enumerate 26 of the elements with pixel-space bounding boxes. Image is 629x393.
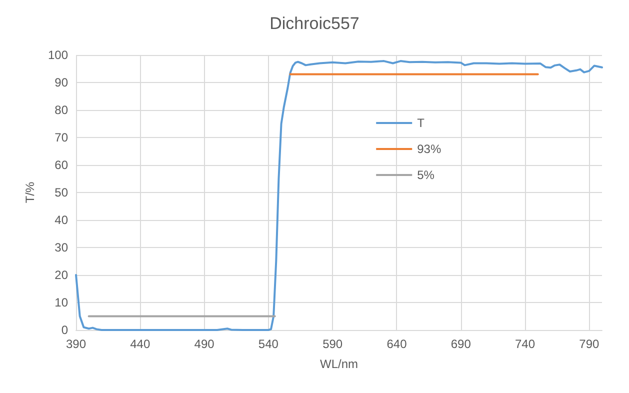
x-tick-label: 740 — [515, 337, 536, 351]
y-tick-label: 40 — [54, 213, 68, 227]
x-tick-label: 490 — [194, 337, 215, 351]
y-tick-label: 0 — [61, 323, 68, 337]
y-tick-label: 30 — [54, 240, 68, 254]
x-tick-label: 790 — [579, 337, 600, 351]
y-tick-label: 70 — [54, 130, 68, 144]
x-tick-label: 640 — [386, 337, 408, 351]
y-tick-label: 50 — [54, 186, 68, 200]
y-tick-label: 10 — [54, 296, 68, 310]
x-tick-label: 590 — [322, 337, 343, 351]
x-tick-label: 540 — [258, 337, 279, 351]
y-tick-label: 60 — [54, 158, 68, 172]
y-tick-label: 20 — [54, 268, 68, 282]
x-axis-title: WL/nm — [320, 357, 358, 371]
y-tick-label: 80 — [54, 103, 68, 117]
y-axis-title: T/% — [23, 182, 37, 204]
legend-label: T — [417, 116, 426, 130]
x-tick-label: 390 — [66, 337, 86, 351]
x-tick-label: 440 — [130, 337, 150, 351]
legend-label: 5% — [417, 168, 435, 182]
y-tick-label: 100 — [48, 48, 68, 62]
legend-label: 93% — [417, 142, 442, 156]
x-tick-label: 690 — [450, 337, 472, 351]
y-tick-label: 90 — [54, 76, 68, 90]
chart-title: Dichroic557 — [270, 14, 360, 33]
